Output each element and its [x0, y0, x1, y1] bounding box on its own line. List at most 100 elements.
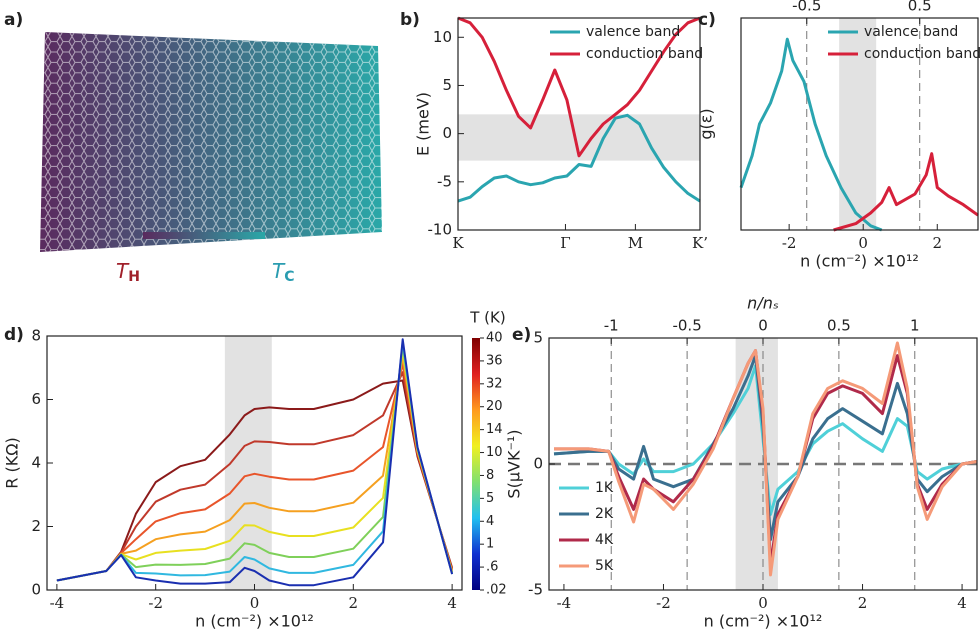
x-tick-label: -4 [50, 594, 65, 612]
colorbar-tick-label: 4 [486, 514, 494, 529]
x-tick-label: -2 [656, 594, 671, 612]
x2-tick-label: 0 [758, 317, 768, 335]
hot-main: T [116, 259, 130, 283]
x-tick-label: -2 [148, 594, 163, 612]
panel: b) K Γ M K’ -10 -5 0 5 10 E (meV) valence band condu… [400, 10, 708, 252]
series-line [739, 37, 883, 232]
panel-a: a) TH TC [4, 10, 382, 286]
x2-axis-label: n/nₛ [747, 294, 779, 313]
x-tick-label: K [452, 234, 464, 252]
y-tick-label: 8 [31, 327, 41, 345]
series-line [833, 152, 979, 232]
y-tick-label: 4 [31, 454, 41, 472]
x-tick-label: M [628, 234, 643, 252]
x-axis-label: n (cm⁻²) ×10¹² [800, 252, 919, 271]
y-axis-label: E (meV) [414, 92, 433, 156]
hot-label: TH [116, 259, 140, 286]
temperature-bar [143, 232, 265, 239]
colorbar-tick-label: 32 [486, 376, 503, 391]
series-line [554, 341, 978, 577]
y-tick-label: 5 [533, 329, 543, 347]
legend-label: valence band [864, 24, 958, 40]
x-tick-label: -2 [782, 234, 797, 252]
panel-label: a) [4, 10, 23, 30]
x2-tick-label: -1 [604, 317, 619, 335]
series-line [56, 355, 454, 582]
panel: e) -1 -0.5 0 0.5 1 n/nₛ -4 -2 0 2 4 -5 0 5 n (cm⁻²) ×10… [505, 294, 978, 631]
x-axis-label: n (cm⁻²) ×10¹² [195, 612, 314, 631]
legend-label: 4K [595, 532, 614, 548]
x-tick-label: Γ [560, 234, 570, 252]
y-tick-label: 2 [31, 517, 41, 535]
y-tick-label: -10 [428, 221, 453, 239]
legend-label: 1K [595, 480, 614, 496]
legend-label: valence band [586, 24, 680, 40]
colorbar-tick-label: 1 [486, 537, 494, 552]
x-tick-label: 4 [447, 594, 457, 612]
legend-label: conduction band [864, 46, 980, 62]
colorbar-tick-label: .6 [486, 560, 498, 575]
y-axis-label: g(ε) [697, 108, 716, 139]
colorbar-label: T (K) [469, 309, 505, 327]
x-axis-label: n (cm⁻²) ×10¹² [704, 612, 823, 631]
y-tick-label: -5 [528, 581, 543, 599]
x-tick-label: 4 [957, 594, 967, 612]
x-tick-label: 2 [932, 234, 942, 252]
legend-label: conduction band [586, 46, 703, 62]
series-line [56, 371, 454, 582]
x2-tick-label: 0.5 [827, 317, 851, 335]
x2-tick-label: 0.5 [908, 0, 932, 15]
plot-frame [457, 17, 701, 231]
plot-frame [740, 17, 979, 231]
colorbar-tick-label: 36 [486, 353, 503, 368]
panel-label: b) [400, 10, 420, 30]
cold-label: TC [272, 259, 295, 286]
x2-tick-label: 1 [910, 317, 920, 335]
x-tick-label: -4 [557, 594, 572, 612]
series-line [457, 113, 701, 203]
x2-tick-label: -0.5 [792, 0, 821, 15]
y-tick-label: 0 [533, 455, 543, 473]
shade-band [224, 336, 272, 590]
series-line [56, 349, 454, 582]
panel-label: c) [698, 10, 716, 30]
x-tick-label: 2 [349, 594, 359, 612]
y-tick-label: 0 [442, 124, 452, 142]
colorbar-tick-label: .02 [486, 583, 507, 598]
hot-sub: H [128, 269, 140, 285]
cold-sub: C [284, 269, 294, 285]
lattice-pattern [40, 32, 382, 252]
panel-label: d) [4, 325, 24, 345]
x-tick-label: 0 [250, 594, 260, 612]
x-tick-label: 0 [858, 234, 868, 252]
series-line [457, 16, 701, 158]
legend-label: 5K [595, 558, 614, 574]
panel-label: e) [512, 325, 531, 345]
x2-tick-label: -0.5 [672, 317, 701, 335]
colorbar-tick-label: 10 [486, 445, 503, 460]
colorbar-tick-label: 40 [486, 331, 503, 346]
y-axis-label: R (KΩ) [3, 437, 22, 488]
series-line [56, 379, 454, 582]
series-line [56, 362, 454, 582]
y-tick-label: -5 [437, 172, 452, 190]
series-line [56, 338, 454, 587]
x-tick-label: K’ [692, 234, 708, 252]
x-tick-label: 0 [758, 594, 768, 612]
cold-main: T [272, 259, 286, 283]
y-tick-label: 0 [31, 581, 41, 599]
colorbar [472, 338, 480, 590]
x-tick-label: 2 [858, 594, 868, 612]
colorbar-tick-label: 20 [486, 399, 503, 414]
series-line [56, 344, 454, 582]
y-tick-label: 6 [31, 390, 41, 408]
colorbar-tick-label: 5 [486, 491, 494, 506]
y-axis-label: S(μVK⁻¹) [505, 429, 524, 498]
legend-label: 2K [595, 506, 614, 522]
y-tick-label: 5 [442, 76, 452, 94]
y-tick-label: 10 [433, 28, 452, 46]
